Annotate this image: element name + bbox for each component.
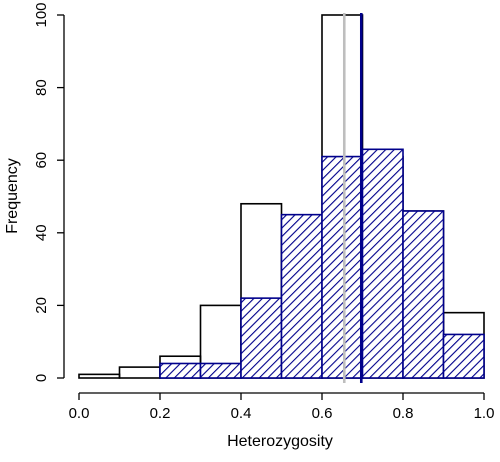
open-bar bbox=[118, 366, 161, 379]
hatched-bar bbox=[199, 362, 242, 379]
hatched-bar bbox=[240, 297, 283, 379]
x-tick-label: 0.6 bbox=[312, 405, 333, 422]
y-tick-label: 40 bbox=[33, 224, 50, 241]
x-tick-label: 0.2 bbox=[150, 405, 171, 422]
y-tick-label: 20 bbox=[33, 297, 50, 314]
x-tick-label: 0.0 bbox=[69, 405, 90, 422]
y-axis: 0 20 40 60 80 100 bbox=[33, 2, 65, 382]
hatched-bar bbox=[442, 333, 485, 379]
y-tick-label: 100 bbox=[33, 2, 50, 27]
hatched-bar bbox=[402, 210, 445, 379]
hatched-bar bbox=[280, 213, 323, 379]
y-axis-label: Frequency bbox=[4, 158, 21, 234]
open-bar bbox=[78, 373, 121, 379]
x-tick-label: 1.0 bbox=[474, 405, 495, 422]
y-tick-label: 80 bbox=[33, 79, 50, 96]
hatched-bar bbox=[159, 362, 202, 379]
x-tick-label: 0.4 bbox=[231, 405, 252, 422]
hatched-bar bbox=[361, 148, 404, 379]
x-axis-label: Heterozygosity bbox=[227, 433, 333, 450]
y-tick-label: 60 bbox=[33, 152, 50, 169]
hatched-bars-group bbox=[159, 148, 485, 379]
hatched-bar bbox=[321, 155, 364, 379]
x-axis: 0.0 0.2 0.4 0.6 0.8 1.0 bbox=[69, 392, 495, 422]
y-tick-label: 0 bbox=[33, 374, 50, 382]
x-tick-label: 0.8 bbox=[393, 405, 414, 422]
reference-lines-group bbox=[342, 13, 363, 383]
